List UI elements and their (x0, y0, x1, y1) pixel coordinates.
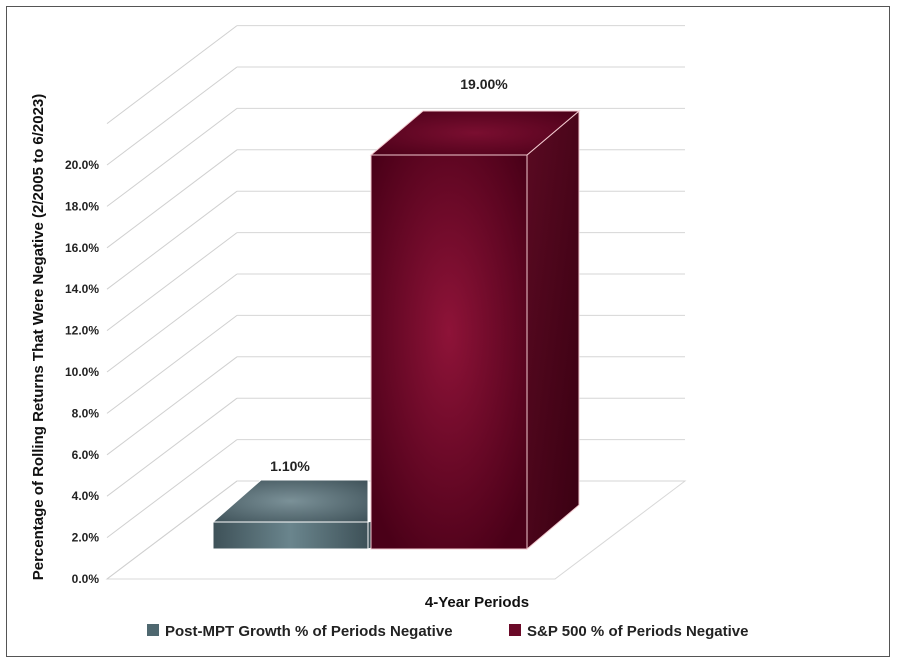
gridline-side (106, 397, 238, 497)
data-label-post-mpt: 1.10% (270, 458, 310, 474)
gridline-side (106, 108, 238, 207)
y-tick-label: 14.0% (65, 282, 99, 296)
y-tick-label: 16.0% (65, 241, 99, 255)
y-tick-label: 18.0% (65, 199, 99, 213)
y-tick-label: 6.0% (72, 448, 100, 462)
gridline-side (106, 273, 238, 373)
legend-item-post-mpt: Post-MPT Growth % of Periods Negative (147, 623, 453, 640)
gridline-side (106, 149, 238, 249)
legend-swatch (147, 624, 159, 636)
y-tick-label: 2.0% (72, 531, 100, 545)
y-tick-label: 4.0% (72, 489, 100, 503)
y-tick-label: 10.0% (65, 365, 99, 379)
bar-front-face (212, 521, 369, 550)
bar-front-face (370, 154, 528, 550)
bar-side-face (526, 109, 580, 551)
data-label-sp500: 19.00% (460, 76, 508, 92)
legend-label: S&P 500 % of Periods Negative (527, 623, 748, 640)
legend-item-sp500: S&P 500 % of Periods Negative (509, 623, 748, 640)
gridline-side (106, 356, 238, 456)
gridline-side (106, 190, 238, 290)
gridline-side (106, 480, 238, 580)
gridline-side (106, 232, 238, 331)
chart-frame: 0.0% 2.0% 4.0% 6.0% 8.0% 10.0% 12.0% 14.0% 16.0%… (6, 6, 890, 657)
gridline-side (106, 25, 238, 124)
gridline-side (106, 439, 238, 538)
y-tick-label: 20.0% (65, 158, 99, 172)
y-tick-label: 8.0% (72, 406, 100, 420)
y-tick-label: 0.0% (72, 572, 100, 586)
legend-label: Post-MPT Growth % of Periods Negative (165, 623, 453, 640)
y-axis-ticks: 0.0% 2.0% 4.0% 6.0% 8.0% 10.0% 12.0% 14.0% 16.0%… (65, 158, 99, 586)
x-axis-title: 4-Year Periods (425, 594, 529, 611)
bars (211, 109, 581, 551)
legend-swatch (509, 624, 521, 636)
legend: Post-MPT Growth % of Periods Negative S&P… (147, 623, 748, 640)
gridline-side (106, 66, 238, 166)
y-tick-label: 12.0% (65, 324, 99, 338)
data-labels: 1.10% 19.00% (270, 76, 508, 474)
y-axis-title: Percentage of Rolling Returns That Were … (30, 94, 47, 581)
bar-chart: 0.0% 2.0% 4.0% 6.0% 8.0% 10.0% 12.0% 14.0% 16.0%… (30, 25, 748, 640)
gridline-side (106, 315, 238, 414)
bar-sp500 (369, 109, 581, 551)
